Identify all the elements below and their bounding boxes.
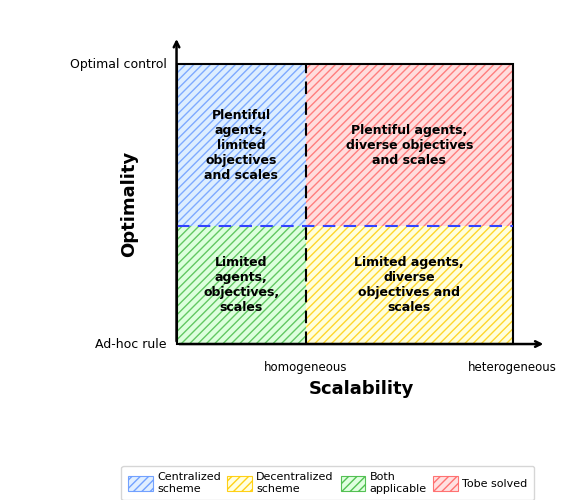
Bar (177, 64, 512, 344)
Text: Ad-hoc rule: Ad-hoc rule (95, 338, 166, 350)
Bar (177, 64, 306, 226)
Bar (306, 64, 512, 226)
Text: Plentiful
agents,
limited
objectives
and scales: Plentiful agents, limited objectives and… (204, 109, 278, 182)
Text: Limited agents,
diverse
objectives and
scales: Limited agents, diverse objectives and s… (355, 256, 464, 314)
Text: Limited
agents,
objectives,
scales: Limited agents, objectives, scales (203, 256, 279, 314)
Text: heterogeneous: heterogeneous (468, 361, 557, 374)
Text: Scalability: Scalability (309, 380, 414, 398)
Bar (306, 64, 512, 226)
Text: homogeneous: homogeneous (264, 361, 348, 374)
Text: Optimal control: Optimal control (70, 58, 166, 70)
Text: Optimality: Optimality (120, 151, 139, 257)
Text: Plentiful agents,
diverse objectives
and scales: Plentiful agents, diverse objectives and… (345, 124, 473, 167)
Bar (177, 226, 306, 344)
Bar (177, 64, 306, 226)
Bar (306, 226, 512, 344)
Bar (306, 226, 512, 344)
Legend: Centralized
scheme, Decentralized
scheme, Both
applicable, Tobe solved: Centralized scheme, Decentralized scheme… (121, 466, 534, 500)
Bar (177, 226, 306, 344)
